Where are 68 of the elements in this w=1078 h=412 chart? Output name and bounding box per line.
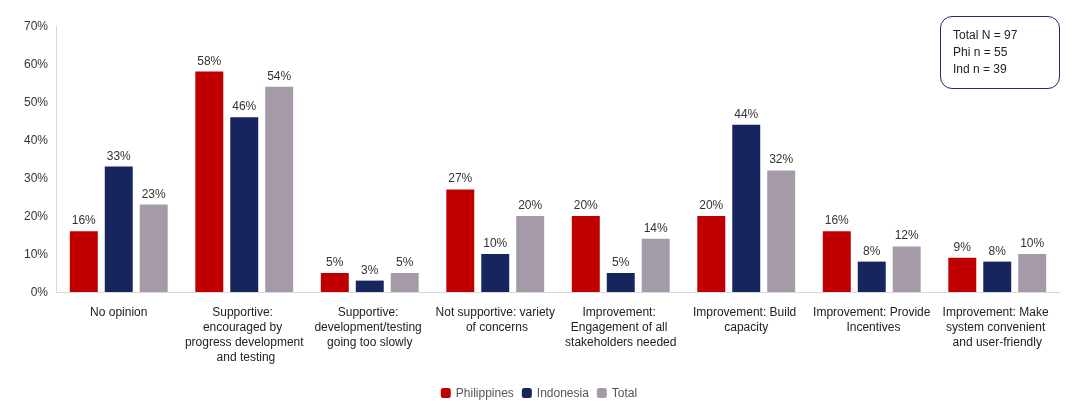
data-label: 5% bbox=[326, 255, 344, 269]
data-label: 8% bbox=[863, 243, 881, 258]
note-box: Total N = 97 Phi n = 55 Ind n = 39 bbox=[940, 16, 1060, 89]
data-label: 27% bbox=[448, 171, 473, 186]
x-tick-label: Improvement: Engagement of all stakeholders needed bbox=[565, 304, 677, 349]
y-tick-label: 30% bbox=[23, 171, 49, 185]
data-label: 20% bbox=[573, 198, 599, 212]
legend-label: Indonesia bbox=[536, 386, 590, 400]
x-tick-label: Not supportive: variety of concerns bbox=[435, 304, 555, 334]
data-label: 12% bbox=[894, 228, 920, 243]
y-tick-label: 40% bbox=[23, 133, 49, 147]
data-label: 23% bbox=[141, 186, 167, 201]
bar bbox=[139, 204, 168, 292]
data-label: 14% bbox=[643, 220, 669, 235]
y-tick-label: 60% bbox=[23, 57, 49, 71]
y-tick-label: 10% bbox=[23, 247, 49, 261]
bar bbox=[104, 166, 133, 292]
bar bbox=[641, 238, 670, 292]
data-label: 20% bbox=[699, 198, 724, 212]
data-label: 5% bbox=[612, 255, 630, 269]
bar bbox=[697, 216, 726, 292]
data-label: 33% bbox=[106, 148, 132, 163]
y-tick-label: 20% bbox=[23, 209, 49, 223]
x-tick-label: No opinion bbox=[90, 304, 148, 319]
bar bbox=[230, 117, 259, 292]
data-label: 16% bbox=[824, 213, 850, 228]
bar bbox=[1018, 254, 1047, 292]
bar bbox=[69, 231, 98, 292]
bar bbox=[892, 246, 921, 292]
bar bbox=[390, 273, 419, 292]
data-label: 20% bbox=[518, 198, 543, 212]
data-label: 5% bbox=[396, 255, 414, 269]
data-label: 54% bbox=[267, 68, 292, 83]
x-tick-label: Supportive: encouraged by progress development and testing bbox=[184, 304, 305, 364]
legend-label: Total bbox=[611, 386, 638, 400]
bar bbox=[481, 254, 510, 292]
data-label: 58% bbox=[197, 53, 222, 68]
data-label: 3% bbox=[361, 262, 379, 277]
data-label: 8% bbox=[988, 243, 1007, 258]
data-label: 9% bbox=[953, 239, 972, 254]
y-tick-label: 70% bbox=[23, 19, 49, 33]
bar bbox=[767, 170, 796, 292]
data-label: 10% bbox=[483, 236, 508, 250]
bar bbox=[606, 273, 635, 292]
x-tick-label: Improvement: Build capacity bbox=[692, 304, 800, 334]
bar bbox=[983, 261, 1012, 292]
data-label: 46% bbox=[232, 99, 257, 114]
data-label: 32% bbox=[769, 152, 794, 167]
data-label: 10% bbox=[1020, 236, 1045, 250]
x-tick-label: Improvement: Make system convenient and user-friendly bbox=[942, 304, 1052, 349]
bar bbox=[355, 280, 384, 292]
data-label: 44% bbox=[734, 106, 759, 121]
bar bbox=[857, 261, 886, 292]
legend-label: Philippines bbox=[455, 386, 514, 400]
x-tick-label: Supportive: development/testing going too slowly bbox=[314, 304, 426, 349]
bar bbox=[948, 257, 977, 292]
bar bbox=[446, 189, 475, 292]
bar bbox=[195, 71, 224, 292]
y-tick-label: 50% bbox=[23, 95, 49, 109]
data-label: 16% bbox=[71, 213, 97, 228]
y-tick-label: 0% bbox=[30, 285, 49, 299]
x-tick-label: Improvement: Provide Incentives bbox=[813, 304, 931, 334]
bar bbox=[516, 216, 545, 292]
bar bbox=[320, 273, 349, 292]
bar bbox=[822, 231, 851, 292]
bar bbox=[265, 86, 294, 292]
bar bbox=[732, 124, 761, 292]
bar bbox=[571, 216, 600, 292]
